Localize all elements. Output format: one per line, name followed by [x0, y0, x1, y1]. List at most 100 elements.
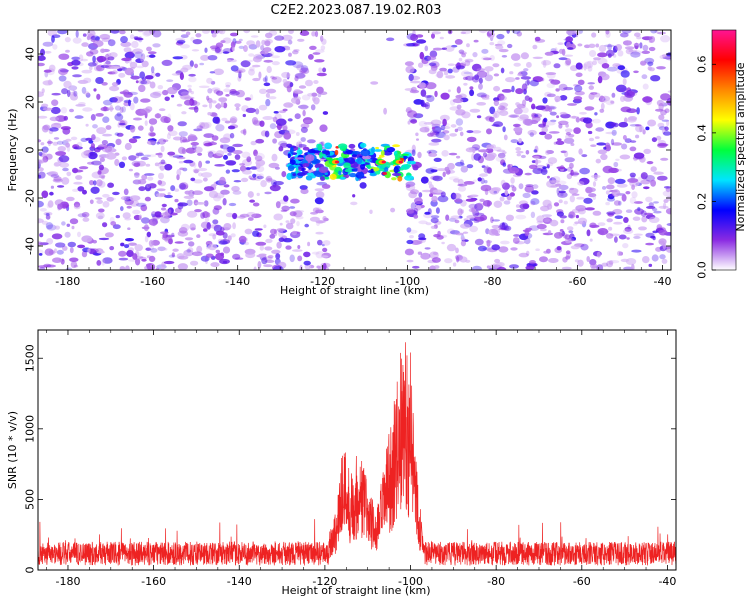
spectrogram-noise-blob	[164, 194, 173, 199]
spectrogram-noise-blob	[417, 151, 422, 159]
spectrogram-noise-blob	[60, 107, 68, 114]
spectrogram-noise-blob	[532, 155, 540, 159]
spectrogram-noise-blob	[663, 202, 667, 210]
spectrogram-noise-blob	[128, 155, 137, 161]
spectrogram-noise-blob	[152, 90, 163, 96]
spectrogram-noise-blob	[215, 150, 225, 157]
spectrogram-noise-blob	[463, 71, 472, 75]
spectrogram-noise-blob	[155, 152, 163, 156]
spectrogram-noise-blob	[441, 241, 445, 245]
spectrogram-noise-blob	[82, 217, 90, 222]
spectrogram-noise-blob	[451, 44, 458, 48]
spectrogram-noise-blob	[656, 99, 665, 107]
spectrogram-noise-blob	[203, 177, 208, 182]
spectrogram-noise-blob	[431, 31, 441, 35]
spectrogram-noise-blob	[144, 235, 149, 243]
spectrogram-noise-blob	[234, 69, 243, 73]
spectrogram-noise-blob	[220, 252, 225, 257]
spectrogram-noise-blob	[409, 80, 421, 84]
spectrogram-noise-blob	[252, 202, 260, 207]
spectrogram-signal-blob	[317, 143, 323, 151]
spectrogram-noise-blob	[448, 152, 458, 156]
spectrogram-noise-blob	[178, 182, 186, 190]
spectrogram-noise-blob	[208, 101, 213, 109]
spectrogram-noise-blob	[650, 75, 661, 82]
spectrogram-noise-blob	[476, 70, 488, 78]
spectrogram-noise-blob	[322, 247, 328, 253]
spectrogram-noise-blob	[78, 102, 86, 106]
spectrogram-noise-blob	[126, 249, 134, 258]
spectrogram-noise-blob	[252, 230, 260, 237]
spectrogram-noise-blob	[73, 204, 81, 210]
spectrogram-noise-blob	[476, 68, 486, 72]
spectrogram-noise-blob	[624, 138, 632, 144]
spectrogram-noise-blob	[620, 258, 630, 263]
spectrogram-noise-blob	[108, 107, 114, 111]
spectrogram-noise-blob	[641, 50, 651, 54]
spectrogram-noise-blob	[408, 117, 417, 123]
spectrogram-noise-blob	[128, 99, 131, 107]
spectrogram-noise-blob	[70, 93, 78, 101]
spectrogram-noise-blob	[273, 181, 284, 186]
spectrogram-noise-blob	[222, 48, 233, 54]
spectrogram-noise-blob	[493, 200, 503, 208]
spectrogram-noise-blob	[53, 161, 62, 167]
spectrogram-noise-blob	[321, 243, 325, 247]
spectrogram-noise-blob	[307, 139, 316, 144]
spectrogram-noise-blob	[459, 131, 464, 137]
spectrogram-noise-blob	[565, 134, 573, 140]
spectrogram-noise-blob	[606, 49, 615, 57]
spectrogram-noise-blob	[254, 155, 263, 162]
spectrogram-noise-blob	[560, 219, 565, 224]
snr-x-tick-label: -100	[398, 575, 423, 588]
spectrogram-noise-blob	[71, 56, 81, 61]
spectrogram-noise-blob	[38, 253, 43, 256]
spectrogram-noise-blob	[210, 80, 216, 85]
spectrogram-noise-blob	[486, 239, 491, 247]
spectrogram-noise-blob	[574, 84, 583, 93]
spectrogram-noise-blob	[120, 242, 125, 247]
spectrogram-noise-blob	[99, 155, 104, 160]
spectrogram-noise-blob	[654, 30, 659, 34]
spectrogram-noise-blob	[168, 130, 178, 137]
spectrogram-noise-blob	[619, 154, 631, 160]
spectrogram-signal-blob	[397, 175, 403, 182]
spectrogram-noise-blob	[159, 165, 165, 171]
spectrogram-noise-blob	[645, 196, 653, 203]
spectrogram-noise-blob	[100, 106, 110, 112]
spectrogram-noise-blob	[596, 251, 601, 258]
spectrogram-noise-blob	[615, 84, 627, 93]
spectrogram-noise-blob	[39, 208, 47, 212]
spectrogram-noise-blob	[232, 143, 244, 148]
spectrogram-noise-blob	[407, 120, 411, 125]
spectrogram-noise-blob	[149, 54, 156, 58]
spectrogram-noise-blob	[522, 118, 532, 126]
spectrogram-noise-blob	[302, 109, 306, 117]
spectrogram-noise-blob	[81, 151, 90, 159]
spectrogram-noise-blob	[104, 53, 110, 61]
spectrogram-noise-blob	[292, 249, 303, 252]
spectrogram-noise-blob	[460, 240, 466, 247]
spectrogram-noise-blob	[558, 190, 566, 194]
spectrogram-noise-blob	[576, 196, 585, 200]
spectrogram-noise-blob	[579, 111, 587, 115]
snr-x-tick-label: -80	[487, 575, 505, 588]
spectrogram-noise-blob	[466, 43, 470, 48]
spectrogram-noise-blob	[134, 172, 140, 179]
spectrogram-noise-blob	[282, 78, 288, 84]
spectrogram-noise-blob	[267, 178, 274, 182]
spectrogram-noise-blob	[112, 224, 121, 230]
spectrogram-noise-blob	[269, 234, 276, 239]
spectrogram-noise-blob	[661, 55, 671, 59]
spectrogram-noise-blob	[551, 176, 561, 183]
spectrogram-noise-blob	[658, 114, 665, 121]
spectrogram-noise-blob	[666, 119, 670, 127]
spectrogram-noise-blob	[651, 254, 659, 262]
spectrogram-noise-blob	[98, 237, 110, 241]
spectrogram-noise-blob	[44, 248, 54, 256]
spectrogram-noise-blob	[493, 99, 500, 107]
snr-x-tick-label: -160	[141, 575, 166, 588]
spectrogram-signal-blob	[302, 163, 310, 168]
spectrogram-noise-blob	[157, 85, 164, 90]
spectrogram-noise-blob	[127, 91, 138, 96]
